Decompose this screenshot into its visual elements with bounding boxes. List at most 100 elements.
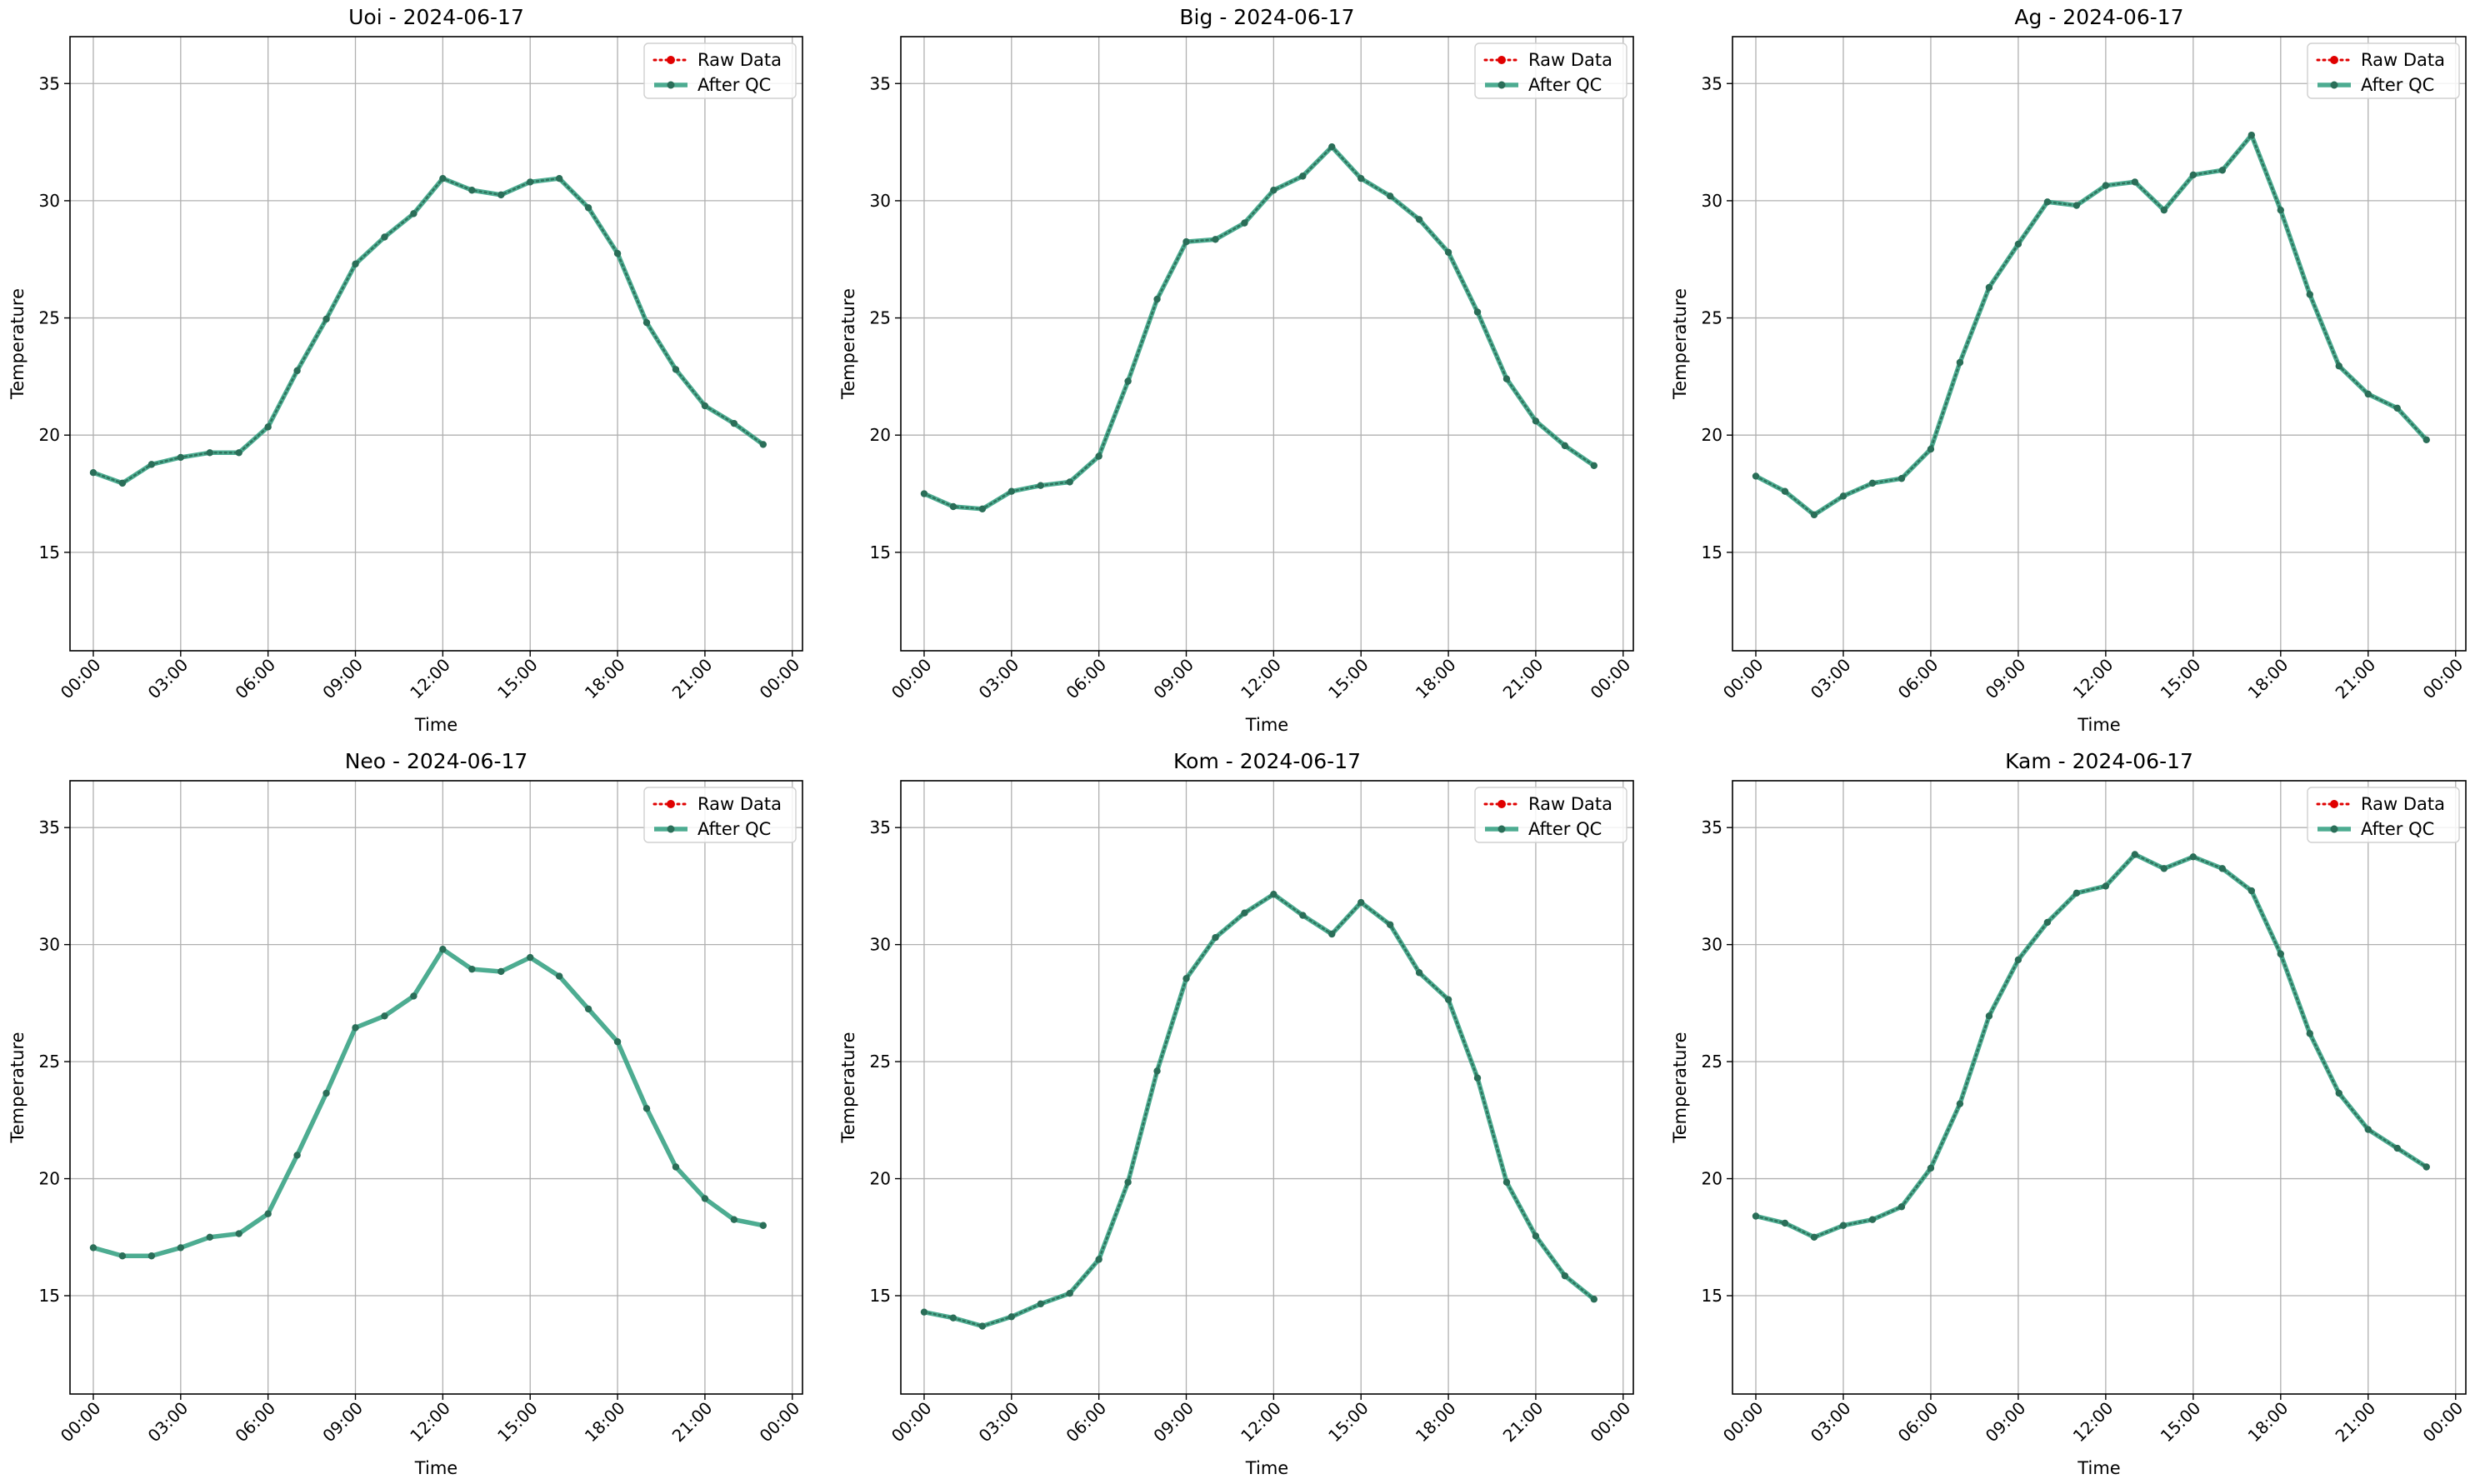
subplot-title: Neo - 2024-06-17	[345, 749, 528, 773]
after-qc-point	[1386, 192, 1394, 200]
after-qc-point	[2189, 171, 2198, 179]
after-qc-point	[2364, 1126, 2372, 1133]
axes-frame	[900, 36, 1634, 652]
after-qc-point	[759, 1222, 768, 1229]
after-qc-point	[264, 423, 272, 431]
after-qc-point	[1898, 475, 1906, 482]
after-qc-point	[1781, 1219, 1789, 1227]
y-tick-label: 20	[39, 425, 60, 445]
after-qc-point	[1532, 1232, 1540, 1240]
after-qc-point	[1561, 1272, 1569, 1280]
legend-raw-marker	[2330, 800, 2338, 808]
x-tick-label: 15:00	[2157, 655, 2205, 703]
x-tick-label: 21:00	[2332, 655, 2380, 703]
after-qc-point	[1066, 478, 1073, 486]
raw-data-line	[1754, 852, 2428, 1239]
after-qc-point	[1810, 511, 1818, 519]
y-tick-label: 15	[39, 1286, 60, 1306]
after-qc-point	[1153, 1067, 1161, 1075]
y-tick-label: 30	[1702, 191, 1722, 211]
after-qc-point	[1473, 308, 1482, 316]
x-tick-label: 12:00	[406, 655, 454, 703]
after-qc-point	[527, 953, 534, 962]
after-qc-point	[1985, 1012, 1993, 1020]
legend-qc-marker	[1498, 81, 1506, 89]
after-qc-point	[1095, 452, 1102, 460]
x-tick-label: 03:00	[144, 655, 192, 703]
x-tick-label: 18:00	[581, 1398, 629, 1447]
subplot-4: 15 20 25 30 35 00:00 03:00 06:00 09:00 12:00 15:00…	[8, 749, 803, 1478]
x-tick-label: 09:00	[1149, 1398, 1198, 1447]
after-qc-point	[1037, 482, 1044, 489]
after-qc-point	[2072, 889, 2081, 897]
after-qc-point	[2422, 436, 2430, 444]
after-qc-point	[293, 1152, 301, 1159]
axes-frame	[900, 780, 1634, 1395]
y-tick-label: 25	[39, 1052, 60, 1072]
after-qc-point	[264, 1210, 272, 1217]
y-tick-label: 20	[870, 425, 891, 445]
legend: Raw Data After QC	[643, 42, 797, 99]
legend: Raw Data After QC	[2307, 42, 2460, 99]
y-tick-label: 15	[870, 1286, 891, 1306]
x-tick-label: 18:00	[581, 655, 629, 703]
y-axis-label: Temperature	[8, 288, 28, 400]
after-qc-point	[2393, 404, 2401, 412]
x-tick-label: 06:00	[231, 1398, 279, 1447]
y-tick-label: 15	[870, 542, 891, 562]
x-tick-label: 15:00	[1324, 655, 1372, 703]
y-tick-label: 35	[1702, 73, 1722, 93]
y-tick-label: 25	[39, 308, 60, 328]
x-tick-label: 00:00	[57, 655, 105, 703]
x-axis-label: Time	[414, 715, 458, 735]
after-qc-point	[2043, 918, 2052, 927]
after-qc-point	[1270, 891, 1278, 898]
y-axis-label: Temperature	[1670, 288, 1690, 400]
after-qc-point	[322, 1089, 330, 1097]
y-tick-label: 30	[870, 935, 891, 955]
after-qc-point	[2014, 956, 2022, 964]
after-qc-line	[1753, 132, 2429, 517]
legend-qc-marker	[667, 825, 675, 833]
after-qc-point	[1415, 216, 1423, 223]
after-qc-point	[118, 479, 127, 487]
after-qc-point	[352, 260, 359, 268]
after-qc-point	[2218, 865, 2227, 872]
legend-raw-marker	[667, 56, 675, 64]
x-tick-label: 00:00	[1587, 655, 1635, 703]
x-tick-label: 00:00	[1719, 1398, 1768, 1447]
x-tick-label: 21:00	[668, 655, 717, 703]
legend-raw-marker	[1498, 800, 1506, 808]
after-qc-point	[1985, 283, 1993, 292]
after-qc-point	[498, 191, 505, 199]
axes-frame	[69, 36, 803, 652]
after-qc-point	[118, 1252, 127, 1260]
after-qc-point	[1868, 1216, 1877, 1223]
raw-data-line	[92, 177, 765, 485]
legend-raw-label: Raw Data	[1528, 50, 1612, 70]
after-qc-point	[2422, 1163, 2430, 1171]
after-qc-point	[468, 965, 476, 973]
after-qc-point	[2043, 198, 2052, 206]
after-qc-point	[1839, 1222, 1848, 1229]
legend-raw-label: Raw Data	[698, 50, 782, 70]
x-tick-label: 18:00	[2244, 1398, 2292, 1447]
y-tick-label: 35	[870, 817, 891, 837]
x-tick-label: 06:00	[1894, 655, 1942, 703]
x-tick-label: 00:00	[1587, 1398, 1635, 1447]
legend-raw-label: Raw Data	[698, 794, 782, 814]
after-qc-point	[468, 187, 476, 194]
x-tick-label: 06:00	[1894, 1398, 1942, 1447]
after-qc-point	[730, 1216, 738, 1223]
raw-data-line	[1754, 132, 2428, 517]
x-tick-label: 09:00	[1982, 655, 2030, 703]
after-qc-point	[293, 367, 301, 375]
after-qc-point	[2335, 362, 2342, 370]
after-qc-point	[978, 1322, 987, 1330]
after-qc-point	[1095, 1256, 1102, 1263]
after-qc-point	[381, 233, 388, 241]
x-tick-label: 06:00	[1062, 655, 1110, 703]
after-qc-point	[1153, 295, 1161, 303]
after-qc-point	[613, 250, 622, 257]
